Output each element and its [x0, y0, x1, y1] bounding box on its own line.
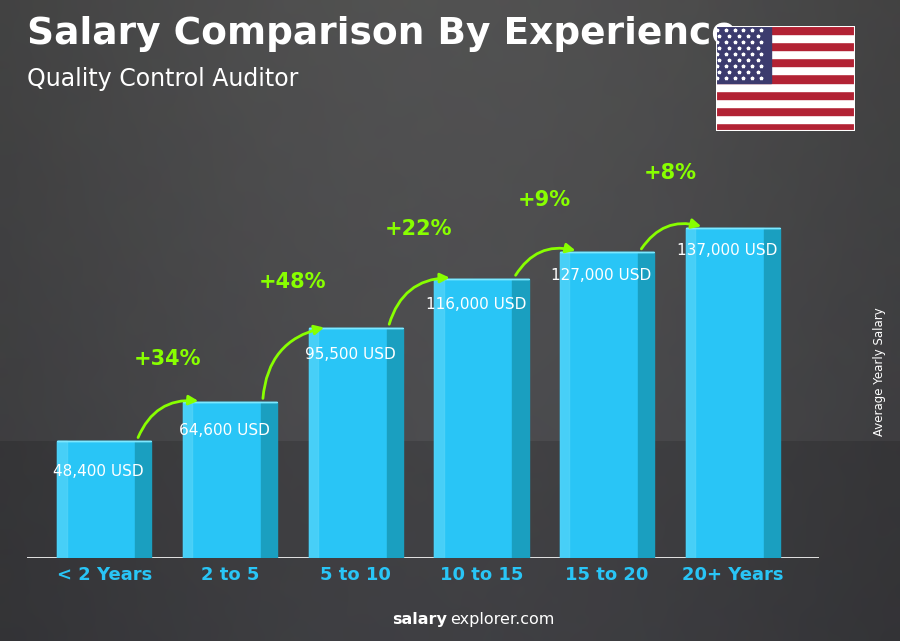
Text: +48%: +48% [259, 272, 327, 292]
Bar [716, 83, 855, 91]
Bar [183, 403, 261, 558]
Text: Quality Control Auditor: Quality Control Auditor [27, 67, 299, 91]
Bar [560, 253, 570, 558]
Text: +22%: +22% [385, 219, 453, 239]
Text: Average Yearly Salary: Average Yearly Salary [874, 308, 886, 436]
Bar [58, 441, 67, 558]
Text: Salary Comparison By Experience: Salary Comparison By Experience [27, 16, 737, 52]
Text: salary: salary [392, 612, 447, 627]
Polygon shape [764, 228, 780, 558]
Text: explorer.com: explorer.com [450, 612, 554, 627]
Bar [716, 99, 855, 107]
Bar [716, 26, 771, 83]
Bar [716, 74, 855, 83]
Bar [716, 123, 855, 131]
Text: 137,000 USD: 137,000 USD [677, 243, 778, 258]
Bar [58, 441, 135, 558]
Bar [183, 403, 193, 558]
Polygon shape [386, 328, 403, 558]
Bar [716, 34, 855, 42]
Bar [716, 26, 855, 34]
Bar [716, 91, 855, 99]
Bar [435, 279, 444, 558]
Bar [560, 253, 638, 558]
Text: +34%: +34% [133, 349, 201, 369]
Bar [435, 279, 512, 558]
Bar [716, 66, 855, 74]
Polygon shape [135, 441, 151, 558]
Polygon shape [638, 253, 654, 558]
Text: 64,600 USD: 64,600 USD [179, 423, 270, 438]
Bar [309, 328, 386, 558]
Bar [309, 328, 318, 558]
Text: +9%: +9% [518, 190, 571, 210]
Bar [716, 50, 855, 58]
Text: 127,000 USD: 127,000 USD [552, 268, 652, 283]
Bar [716, 115, 855, 123]
Bar [716, 42, 855, 50]
Text: 48,400 USD: 48,400 USD [53, 464, 144, 479]
Bar [716, 107, 855, 115]
Bar [686, 228, 764, 558]
Bar [716, 58, 855, 66]
Text: 95,500 USD: 95,500 USD [305, 347, 395, 362]
Text: +8%: +8% [644, 163, 697, 183]
Bar [686, 228, 695, 558]
Polygon shape [261, 403, 277, 558]
Text: 116,000 USD: 116,000 USD [426, 297, 526, 312]
Polygon shape [512, 279, 528, 558]
